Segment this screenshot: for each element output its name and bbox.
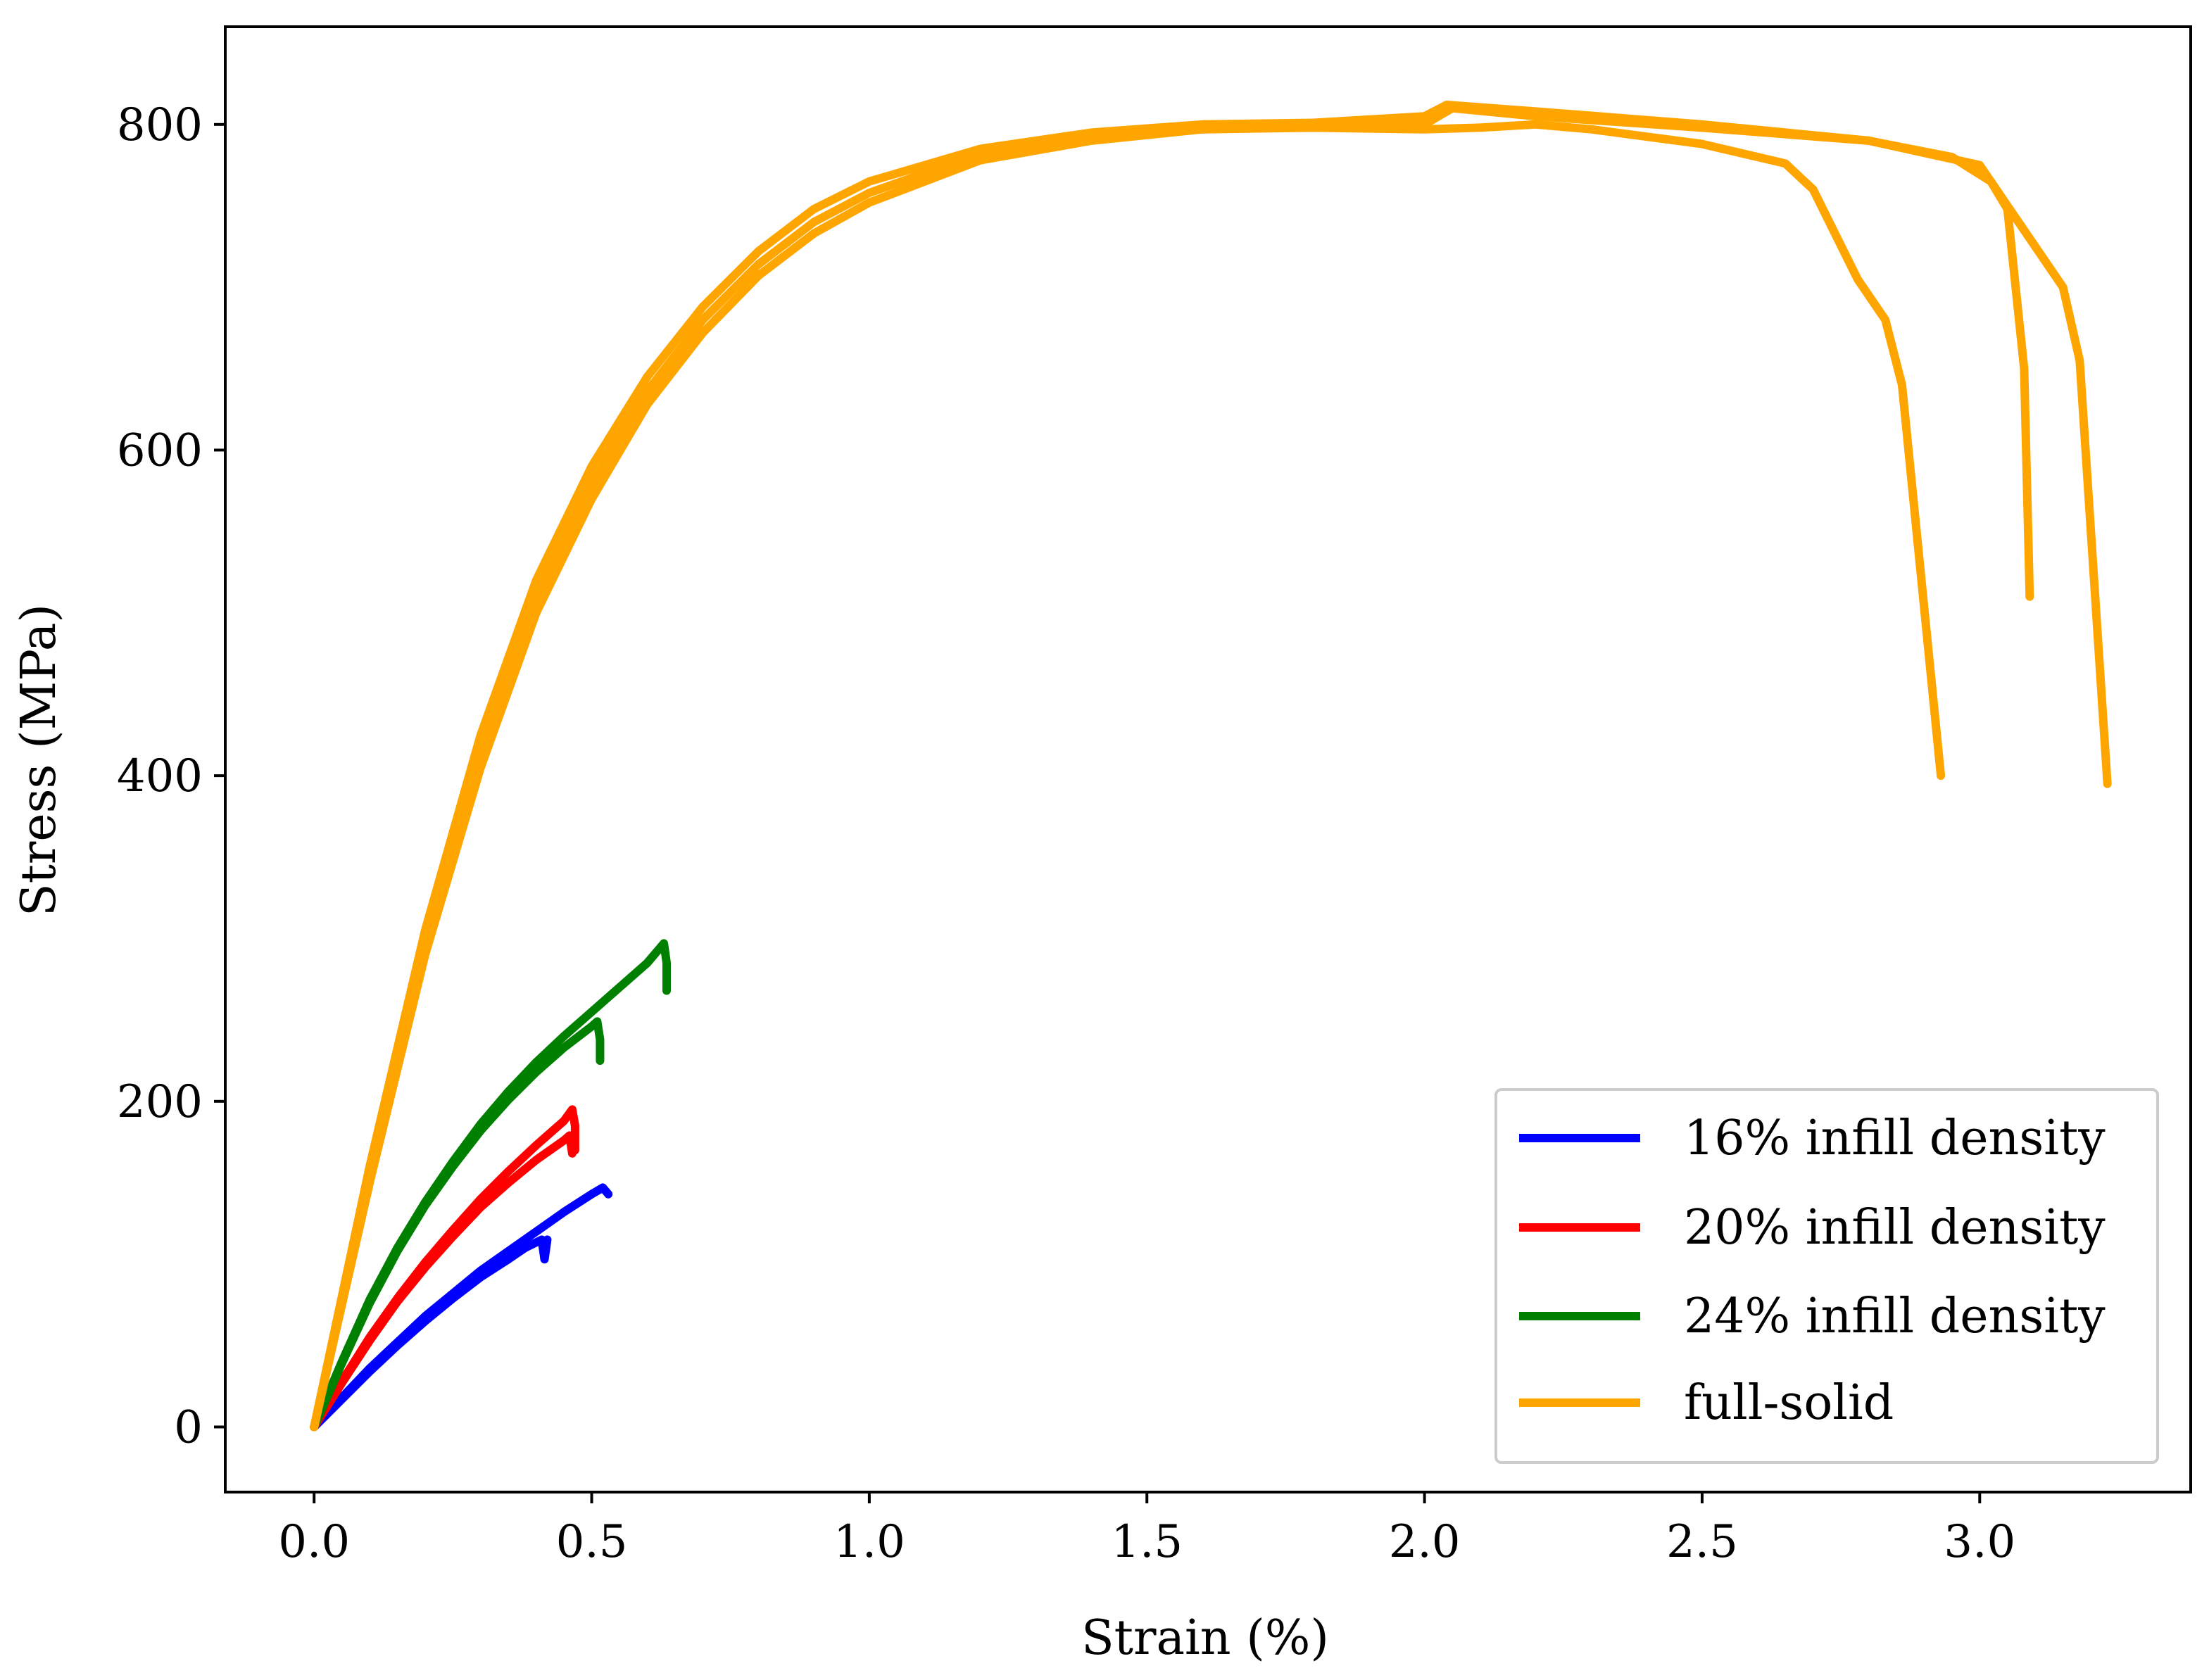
y-axis-ticks: 0 200 400 600 800 xyxy=(117,99,225,1453)
plot-frame xyxy=(224,25,2192,1493)
y-tick-label: 400 xyxy=(117,750,203,802)
y-tick-label: 0 xyxy=(174,1401,203,1453)
y-tick-label: 800 xyxy=(117,99,203,151)
x-tick-label: 1.0 xyxy=(833,1516,905,1568)
legend: 16% infill density 20% infill density 24… xyxy=(1494,1088,2159,1464)
series-2-curve-1 xyxy=(310,1017,605,1432)
legend-box xyxy=(1494,1088,2159,1464)
y-tick-label: 200 xyxy=(117,1076,203,1128)
legend-label-16-infill: 16% infill density xyxy=(1684,1111,2106,1166)
x-axis-ticks: 0.0 0.5 1.0 1.5 2.0 2.5 3.0 xyxy=(278,1492,2015,1568)
series-1-curve-1 xyxy=(310,1131,577,1432)
x-tick-label: 3.0 xyxy=(1944,1516,2015,1568)
legend-label-20-infill: 20% infill density xyxy=(1684,1200,2106,1256)
y-tick-label: 600 xyxy=(117,424,203,476)
x-axis-label: Strain (%) xyxy=(1081,1610,1329,1666)
series-3-curve-2 xyxy=(310,120,1946,1432)
x-tick-label: 2.5 xyxy=(1666,1516,1738,1568)
series-3-curve-1 xyxy=(310,101,2112,1432)
series-0-curve-1 xyxy=(310,1235,552,1432)
x-tick-label: 0.5 xyxy=(556,1516,628,1568)
x-tick-label: 2.0 xyxy=(1389,1516,1461,1568)
y-axis-label: Stress (MPa) xyxy=(11,604,67,916)
legend-label-24-infill: 24% infill density xyxy=(1684,1289,2106,1344)
series-layer xyxy=(310,101,2112,1432)
x-tick-label: 1.5 xyxy=(1111,1516,1183,1568)
legend-label-full-solid: full-solid xyxy=(1684,1375,1894,1431)
x-tick-label: 0.0 xyxy=(278,1516,350,1568)
